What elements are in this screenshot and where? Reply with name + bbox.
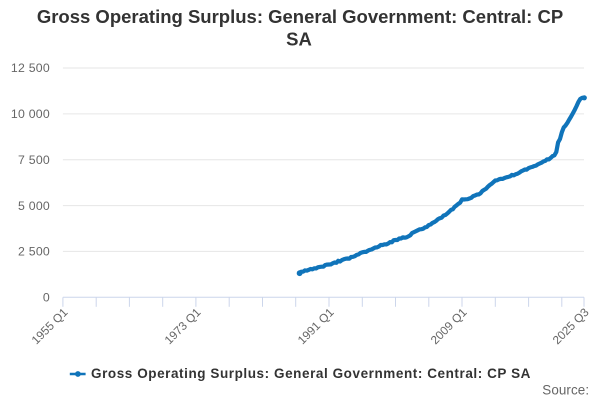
- svg-text:Gross Operating Surplus: Gener: Gross Operating Surplus: General Governm…: [91, 366, 531, 381]
- svg-text:0: 0: [43, 291, 50, 305]
- svg-text:10 000: 10 000: [11, 107, 50, 121]
- svg-text:SA: SA: [286, 29, 312, 50]
- svg-text:12 500: 12 500: [11, 61, 50, 75]
- svg-text:Gross Operating Surplus: Gener: Gross Operating Surplus: General Governm…: [37, 6, 563, 27]
- svg-text:7 500: 7 500: [18, 153, 50, 167]
- svg-text:Source:: Source:: [542, 383, 589, 398]
- svg-text:2 500: 2 500: [18, 245, 50, 259]
- svg-text:5 000: 5 000: [18, 199, 50, 213]
